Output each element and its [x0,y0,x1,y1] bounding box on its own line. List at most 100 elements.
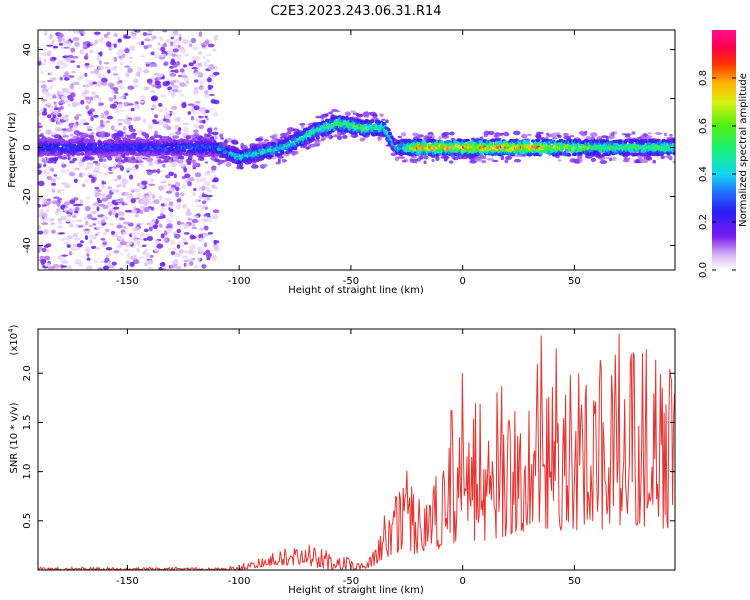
spectrogram-cell [423,155,429,160]
snr-frame [37,328,676,571]
spectrogram-cell [91,92,97,95]
spectrogram-cell [151,194,156,200]
spectrogram-cell [192,46,199,51]
spectrogram-cell [100,238,106,241]
spectrogram-cell [196,100,201,104]
spectrogram-cell [281,158,287,163]
spectrogram-cell [100,119,104,126]
spectrogram-cell [69,96,74,102]
spectrogram-cell [166,80,171,86]
spectrogram-cell [124,48,130,54]
spectrogram-cell [672,138,675,143]
spectrogram-cell [204,206,208,211]
spectrogram-cell [141,131,147,136]
spectrogram-cell [61,155,68,158]
spectrogram-cell [42,52,46,56]
spectrogram-cell [148,63,155,67]
spectrogram-cell [415,135,424,139]
spectrogram-cell [199,248,205,255]
spectrogram-cell [107,156,113,161]
spectrogram-cell [46,248,50,254]
spectrogram-cell [152,223,159,230]
spectrogram-cell [115,200,121,203]
spectrogram-cell [276,152,281,157]
spectrogram-cell [208,93,215,96]
spectrogram-cell [79,199,84,205]
spectrogram-cell [52,109,59,113]
spectrogram-cell [496,138,501,143]
spectrogram-cell [38,111,42,117]
spectrogram-cell [49,108,54,112]
spectrogram-cell [96,171,103,174]
spectrogram-cell [123,101,130,107]
spectrogram-cell [57,255,63,260]
spectrogram-cell [175,265,182,269]
spectrogram-cell [172,48,179,53]
spectrogram-cell [60,259,67,263]
spectrogram-cell [133,254,137,258]
spectrogram-cell [150,51,155,56]
spectrogram-cell [63,242,69,245]
spectrogram-cell [133,258,140,265]
spectrogram-cell [50,187,56,190]
spectrogram-cell [126,170,130,173]
spectrogram-cell [69,160,75,164]
spectrogram-cell [178,155,185,159]
spectrogram-cell [218,161,222,165]
spectrogram-cell [86,246,90,250]
colorbar-tick-label: 0.6 [698,118,709,134]
spectrogram-cell [98,37,104,43]
spectrogram-cell [176,220,181,226]
spectrogram-cell [204,181,211,187]
spectrogram-cell [207,43,215,48]
spectrogram-cell [75,152,81,156]
spectrogram-cell [110,125,115,130]
spectrogram-cell [104,66,109,69]
spectrogram-cell [103,33,108,38]
spectrogram-cell [449,131,455,136]
spectrogram-cell [135,72,140,77]
spectrogram-cell [101,77,108,83]
spectrogram-cell [108,210,112,216]
spectrogram-cell [128,56,134,59]
spectrogram-cell [51,57,57,60]
spectrogram-cell [130,31,134,34]
spectrogram-cell [50,167,55,172]
spectrogram-cell [188,62,194,67]
snr-x-tick-label: 50 [568,576,581,587]
spectrogram-cell [157,185,164,191]
spectrogram-cell [134,226,140,231]
spectrogram-cell [180,222,185,225]
spectrogram-cell [150,135,155,141]
spectrogram-cell [148,226,153,232]
spectrogram-cell [142,118,147,124]
spectrogram-cell [176,198,182,203]
spectrogram-cell [165,111,171,115]
spectrogram-cell [151,35,157,40]
spectrogram-cell [599,160,608,164]
spectrogram-cell [68,75,75,78]
spectrogram-cell [117,38,122,43]
spectrogram-cell [89,96,93,101]
spectrogram-cell [185,263,191,267]
spectrogram-cell [91,173,99,178]
spectrogram-cell [101,181,107,185]
spectrogram-cell [158,138,163,143]
spectrogram-cell [163,62,169,66]
spectrogram-cell [102,215,109,221]
spectrogram-cell [172,30,179,35]
spectrogram-cell [210,108,216,111]
spectrogram-cell [101,197,109,202]
spectrogram-cell [78,140,84,144]
spectrogram-cell [170,161,177,168]
spectrogram-cell [394,156,399,162]
spectrogram-cell [202,194,209,198]
spectrogram-cell [68,251,73,256]
spectrogram-cell [80,132,88,137]
spectrogram-cell [59,76,63,81]
spectrogram-cell [147,198,151,203]
spectrogram-cell [57,38,62,42]
spectrogram-cell [331,116,336,121]
spectrogram-cell [161,53,167,57]
spectrogram-cell [102,205,109,210]
